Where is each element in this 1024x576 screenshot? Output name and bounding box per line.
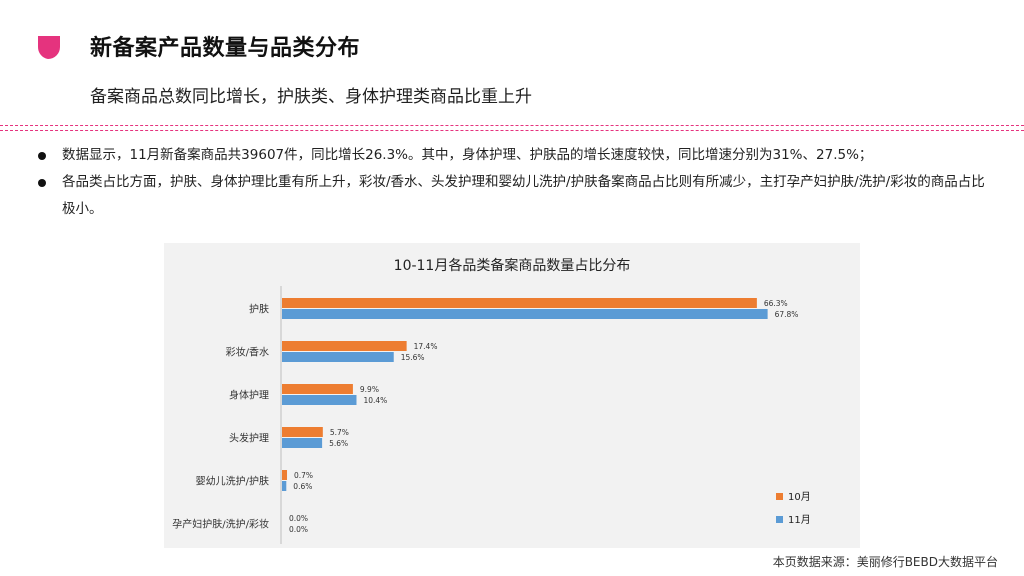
data-label: 0.0% [289,514,308,523]
page-title: 新备案产品数量与品类分布 [90,36,361,61]
bullet-item: 数据显示，11月新备案商品共39607件，同比增长26.3%。其中，身体护理、护… [38,142,998,169]
bar-series1 [282,470,288,480]
bar-series2 [282,395,357,405]
category-tick-label: 护肤 [249,303,269,316]
bullet-item: 各品类占比方面，护肤、身体护理比重有所上升，彩妆/香水、头发护理和婴幼儿洗护/护… [38,169,998,223]
bar-series1 [282,427,323,437]
chart-panel: 10-11月各品类备案商品数量占比分布 护肤 66.3% 67.8% 彩妆/香水 17.… [164,243,860,548]
category-tick-label: 孕产妇护肤/洗护/彩妆 [172,518,269,531]
data-label: 0.7% [294,471,313,480]
bar-series2 [282,309,768,319]
page-subtitle: 备案商品总数同比增长，护肤类、身体护理类商品比重上升 [90,87,532,107]
bar-series1 [282,298,757,308]
data-source-note: 本页数据来源：美丽修行BEBD大数据平台 [772,555,998,569]
chart-title: 10-11月各品类备案商品数量占比分布 [394,257,631,274]
legend-swatch [776,493,783,500]
data-label: 0.0% [289,525,308,534]
data-label: 0.6% [293,482,312,491]
divider-bottom [0,130,1024,131]
data-label: 15.6% [401,353,425,362]
bar-series2 [282,352,394,362]
bullet-text: 各品类占比方面，护肤、身体护理比重有所上升，彩妆/香水、头发护理和婴幼儿洗护/护… [62,174,985,217]
pink-petal-icon [37,36,60,59]
bullet-dot-icon [38,178,46,187]
bullet-dot-icon [38,151,46,160]
bar-series2 [282,438,323,448]
category-tick-label: 婴幼儿洗护/护肤 [196,475,269,488]
data-label: 9.9% [360,385,379,394]
legend-label: 10月 [788,491,811,503]
legend-label: 11月 [788,514,811,526]
bullet-list: 数据显示，11月新备案商品共39607件，同比增长26.3%。其中，身体护理、护… [38,142,998,223]
legend-swatch [776,516,783,523]
data-label: 10.4% [363,396,387,405]
category-tick-label: 头发护理 [229,432,269,445]
bar-chart: 10-11月各品类备案商品数量占比分布 护肤 66.3% 67.8% 彩妆/香水 17.… [172,257,811,544]
data-label: 5.7% [330,428,349,437]
category-tick-label: 彩妆/香水 [226,346,269,359]
data-label: 5.6% [329,439,348,448]
bar-series1 [282,384,353,394]
bar-series2 [282,481,287,491]
bullet-text: 数据显示，11月新备案商品共39607件，同比增长26.3%。其中，身体护理、护… [62,147,873,163]
data-label: 67.8% [775,310,799,319]
data-label: 66.3% [764,299,788,308]
category-tick-label: 身体护理 [229,389,269,402]
divider-top [0,125,1024,126]
data-label: 17.4% [414,342,438,351]
bar-series1 [282,341,407,351]
